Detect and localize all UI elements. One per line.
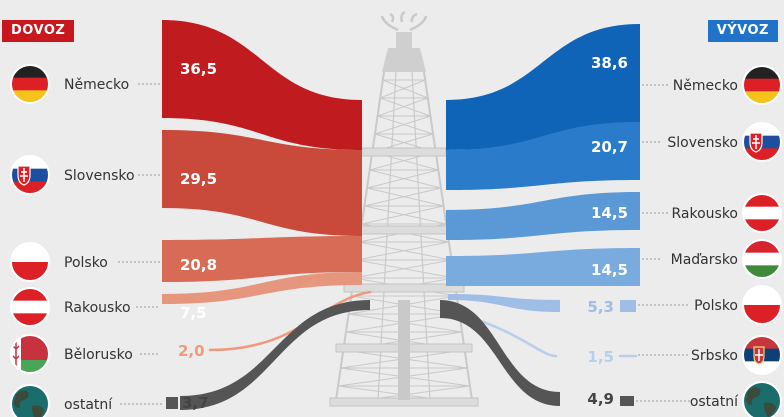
export-value-slovakia: 20,7	[591, 138, 628, 156]
export-country-slovakia: Slovensko	[667, 135, 738, 151]
export-value-other: 4,9	[587, 390, 614, 408]
import-value-slovakia: 29,5	[180, 170, 217, 188]
import-other-marker	[166, 397, 178, 409]
export-band-poland	[448, 294, 560, 312]
export-flag-germany	[742, 65, 782, 105]
export-band-austria	[446, 192, 640, 240]
export-flag-slovakia	[742, 122, 782, 162]
tower-platform	[361, 147, 447, 157]
import-flag-slovakia	[10, 155, 50, 195]
export-flag-hungary	[742, 239, 782, 279]
tower-platform	[351, 225, 457, 235]
export-poland-marker	[620, 300, 636, 312]
export-band-hungary	[446, 248, 640, 286]
export-value-serbia: 1,5	[587, 348, 614, 366]
export-country-austria: Rakousko	[671, 206, 738, 222]
export-value-germany: 38,6	[591, 54, 628, 72]
import-band-austria	[162, 272, 362, 304]
import-value-germany: 36,5	[180, 60, 217, 78]
import-country-poland: Polsko	[64, 255, 108, 271]
tower-icon	[329, 10, 479, 407]
import-country-austria: Rakousko	[64, 300, 131, 316]
tower-head	[382, 48, 426, 72]
export-band-other	[440, 300, 560, 406]
tower-cap	[396, 32, 412, 48]
import-flag-austria	[10, 287, 50, 327]
export-country-hungary: Maďarsko	[671, 252, 738, 268]
import-flag-germany	[10, 64, 50, 104]
import-country-belarus: Bělorusko	[64, 347, 133, 363]
export-country-other: ostatní	[690, 394, 739, 410]
import-country-slovakia: Slovensko	[64, 168, 135, 184]
tower-top	[380, 10, 428, 32]
import-value-belarus: 2,0	[178, 342, 205, 360]
import-band-slovakia	[162, 130, 362, 236]
export-flag-other	[742, 381, 782, 417]
import-flag-poland	[10, 242, 50, 282]
import-flag-belarus	[10, 334, 50, 374]
import-value-austria: 7,5	[180, 304, 207, 322]
export-band-germany	[446, 24, 640, 150]
tower-platform	[343, 283, 465, 293]
import-band-poland	[162, 236, 362, 282]
export-flag-austria	[742, 193, 782, 233]
import-flag-other	[10, 384, 50, 417]
export-title: VÝVOZ	[707, 20, 778, 42]
import-title: DOVOZ	[2, 20, 75, 42]
import-country-germany: Německo	[64, 77, 129, 93]
import-value-other: 3,7	[182, 394, 209, 412]
export-value-austria: 14,5	[591, 204, 628, 222]
export-country-serbia: Srbsko	[691, 348, 738, 364]
import-band-germany	[162, 20, 362, 150]
export-band-slovakia	[446, 122, 640, 190]
export-value-poland: 5,3	[587, 298, 614, 316]
export-country-poland: Polsko	[694, 298, 738, 314]
tower-pipe	[398, 300, 410, 400]
export-value-hungary: 14,5	[591, 261, 628, 279]
export-other-marker	[620, 396, 634, 406]
export-flag-poland	[742, 285, 782, 325]
import-country-other: ostatní	[64, 397, 113, 413]
import-band-other	[180, 300, 370, 410]
export-country-germany: Německo	[673, 78, 738, 94]
export-flag-serbia	[742, 335, 782, 375]
import-value-poland: 20,8	[180, 256, 217, 274]
